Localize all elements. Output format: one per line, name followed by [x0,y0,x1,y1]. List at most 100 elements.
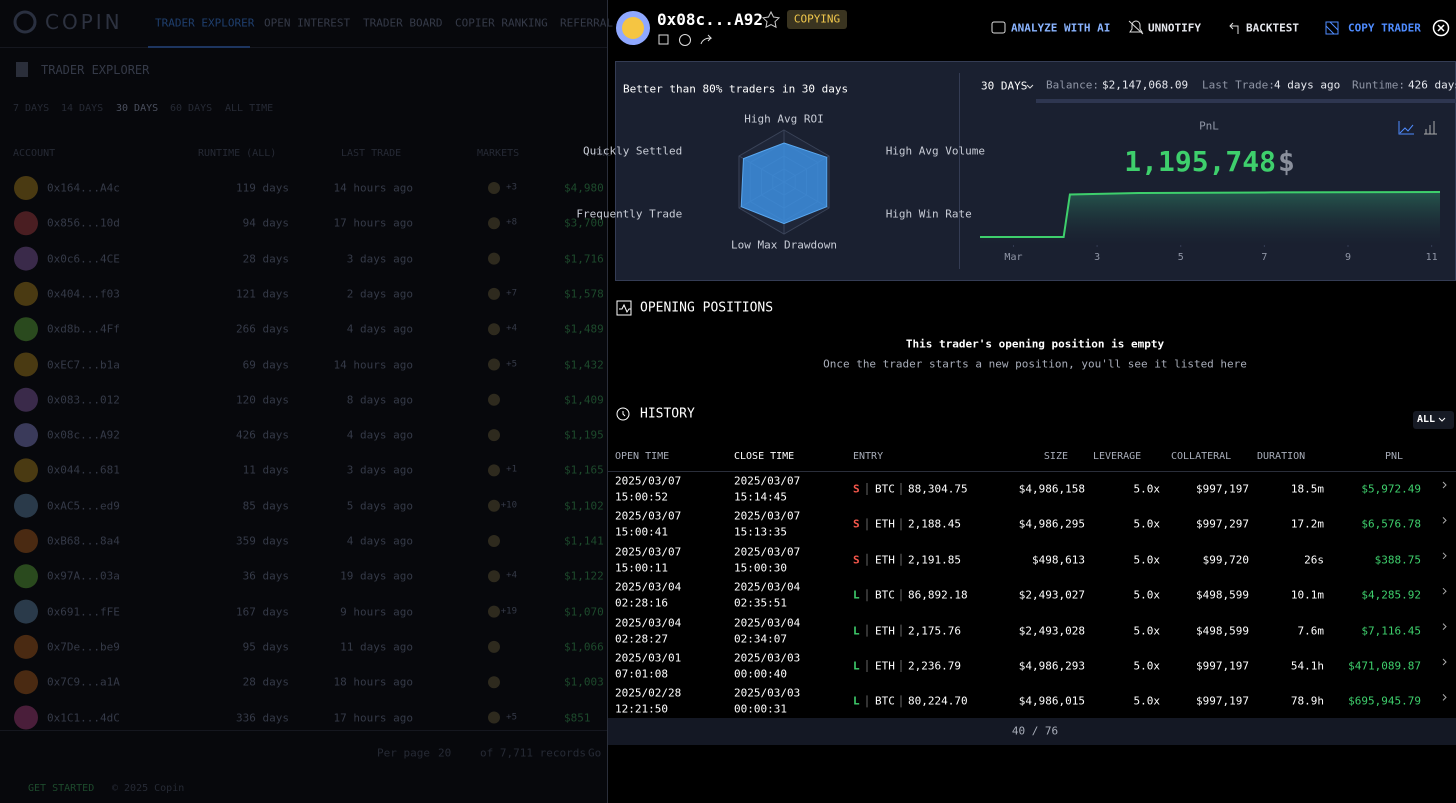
period-tab[interactable]: 60 DAYS [170,103,213,114]
pnl: $1,409 [564,393,604,407]
row-avatar [14,458,38,483]
row-chevron[interactable] [1442,658,1447,666]
market-icon [488,711,500,724]
action-button[interactable]: COPY TRADER [1348,21,1421,35]
column-header[interactable]: COLLATERAL [1171,451,1232,462]
stat-value: $2,147,068.09 [1102,78,1189,92]
account: 0xAC5...ed9 [47,499,120,513]
unnotify-icon[interactable] [1128,20,1144,35]
leverage: 5.0x [1133,694,1161,708]
period-tab[interactable]: 30 DAYS [116,103,159,114]
account: 0xd8b...4Ff [47,322,120,336]
column-header[interactable]: OPEN TIME [615,451,670,462]
markets-more: +4 [506,323,517,334]
pager-size[interactable]: 20 [438,746,452,760]
row-chevron[interactable] [1442,481,1447,489]
pnl: $1,070 [564,605,604,619]
copy-icon[interactable] [658,34,669,45]
close-time: 15:00:30 [734,561,787,575]
nav-item[interactable]: COPIER RANKING [455,16,548,30]
last-trade: 3 days ago [346,252,413,266]
account: 0x691...fFE [47,605,120,619]
share-icon[interactable] [700,34,713,45]
table-header-divider [608,471,1456,472]
close-time: 02:34:07 [734,632,787,646]
markets-more: +1 [506,464,517,475]
runtime: 120 days [236,393,289,407]
row-chevron[interactable] [1442,694,1447,701]
market-icon [488,358,500,371]
pnl: $388.75 [1374,553,1421,567]
column-header[interactable]: SIZE [1043,451,1068,462]
favorite-icon[interactable] [761,10,781,29]
empty-title: This trader's opening position is empty [905,337,1165,351]
explorer-backdrop [0,0,607,803]
section-title: TRADER EXPLORER [41,63,150,77]
section-title: OPENING POSITIONS [640,300,774,316]
nav-item[interactable]: OPEN INTEREST [264,16,351,30]
pnl: $1,003 [564,675,604,689]
ai-icon[interactable] [991,21,1006,34]
close-time: 00:00:40 [734,667,787,681]
open-date: 2025/03/07 [615,474,682,488]
pnl: $471,089.87 [1348,659,1421,673]
action-button[interactable]: UNNOTIFY [1148,21,1201,35]
row-chevron[interactable] [1442,587,1447,595]
column-header[interactable]: CLOSE TIME [734,451,795,462]
avatar-face [622,17,644,39]
pair: ETH [875,624,895,638]
last-trade: 3 days ago [346,463,413,477]
pnl: $7,116.45 [1361,624,1421,638]
duration: 78.9h [1290,694,1324,708]
column-header: RUNTIME (ALL) [198,148,277,159]
period-chevron[interactable] [1026,84,1034,89]
row-chevron[interactable] [1442,517,1447,524]
open-date: 2025/03/07 [615,509,682,523]
filter[interactable]: ALL [1417,414,1436,425]
collateral: $997,197 [1196,694,1249,708]
runtime: 94 days [242,216,289,230]
copy-trader-icon[interactable] [1325,21,1339,35]
action-button[interactable]: ANALYZE WITH AI [1011,21,1111,35]
pnl: $5,972.49 [1361,482,1421,496]
period-tab[interactable]: 14 DAYS [61,103,104,114]
backtest-icon[interactable] [1229,22,1239,34]
column-header[interactable]: PNL [1384,451,1403,462]
column-header[interactable]: ENTRY [853,451,884,462]
logo-icon [13,10,37,34]
x-tick-label: 5 [1177,252,1184,263]
explorer-icon[interactable] [679,34,691,46]
column-header[interactable]: LEVERAGE [1093,451,1142,462]
period-select[interactable]: 30 DAYS [981,79,1028,93]
row-chevron[interactable] [1442,623,1447,630]
account: 0x044...681 [47,463,120,477]
nav-item[interactable]: TRADER EXPLORER [155,16,255,30]
close-icon[interactable] [1432,19,1450,37]
duration: 7.6m [1297,624,1325,638]
filter-badge [1413,411,1454,429]
nav-item[interactable]: REFERRAL [560,16,613,30]
row-chevron[interactable] [1442,552,1447,560]
size: $4,986,158 [1018,482,1085,496]
action-button[interactable]: BACKTEST [1246,21,1299,35]
close-date: 2025/03/03 [734,651,801,665]
bar-view-icon[interactable] [1424,121,1437,135]
close-cross[interactable] [1437,24,1445,32]
copyright: © 2025 Copin [112,783,185,794]
markets-more: +4 [506,570,517,581]
markets-more: +5 [506,359,517,369]
pnl-line [980,191,1441,238]
filter-chevron[interactable] [1438,417,1446,422]
radar-label: High Win Rate [885,207,972,220]
pair: BTC [875,482,895,496]
period-tab[interactable]: ALL TIME [225,103,274,114]
pnl: $4,285.92 [1361,588,1421,602]
runtime: 11 days [242,463,289,477]
pnl: $1,165 [564,463,604,477]
get-started[interactable]: GET STARTED [28,783,95,794]
period-tab[interactable]: 7 DAYS [13,103,50,114]
nav-item[interactable]: TRADER BOARD [363,16,443,30]
line-view-icon[interactable] [1398,121,1414,135]
column-header[interactable]: DURATION [1257,451,1306,462]
